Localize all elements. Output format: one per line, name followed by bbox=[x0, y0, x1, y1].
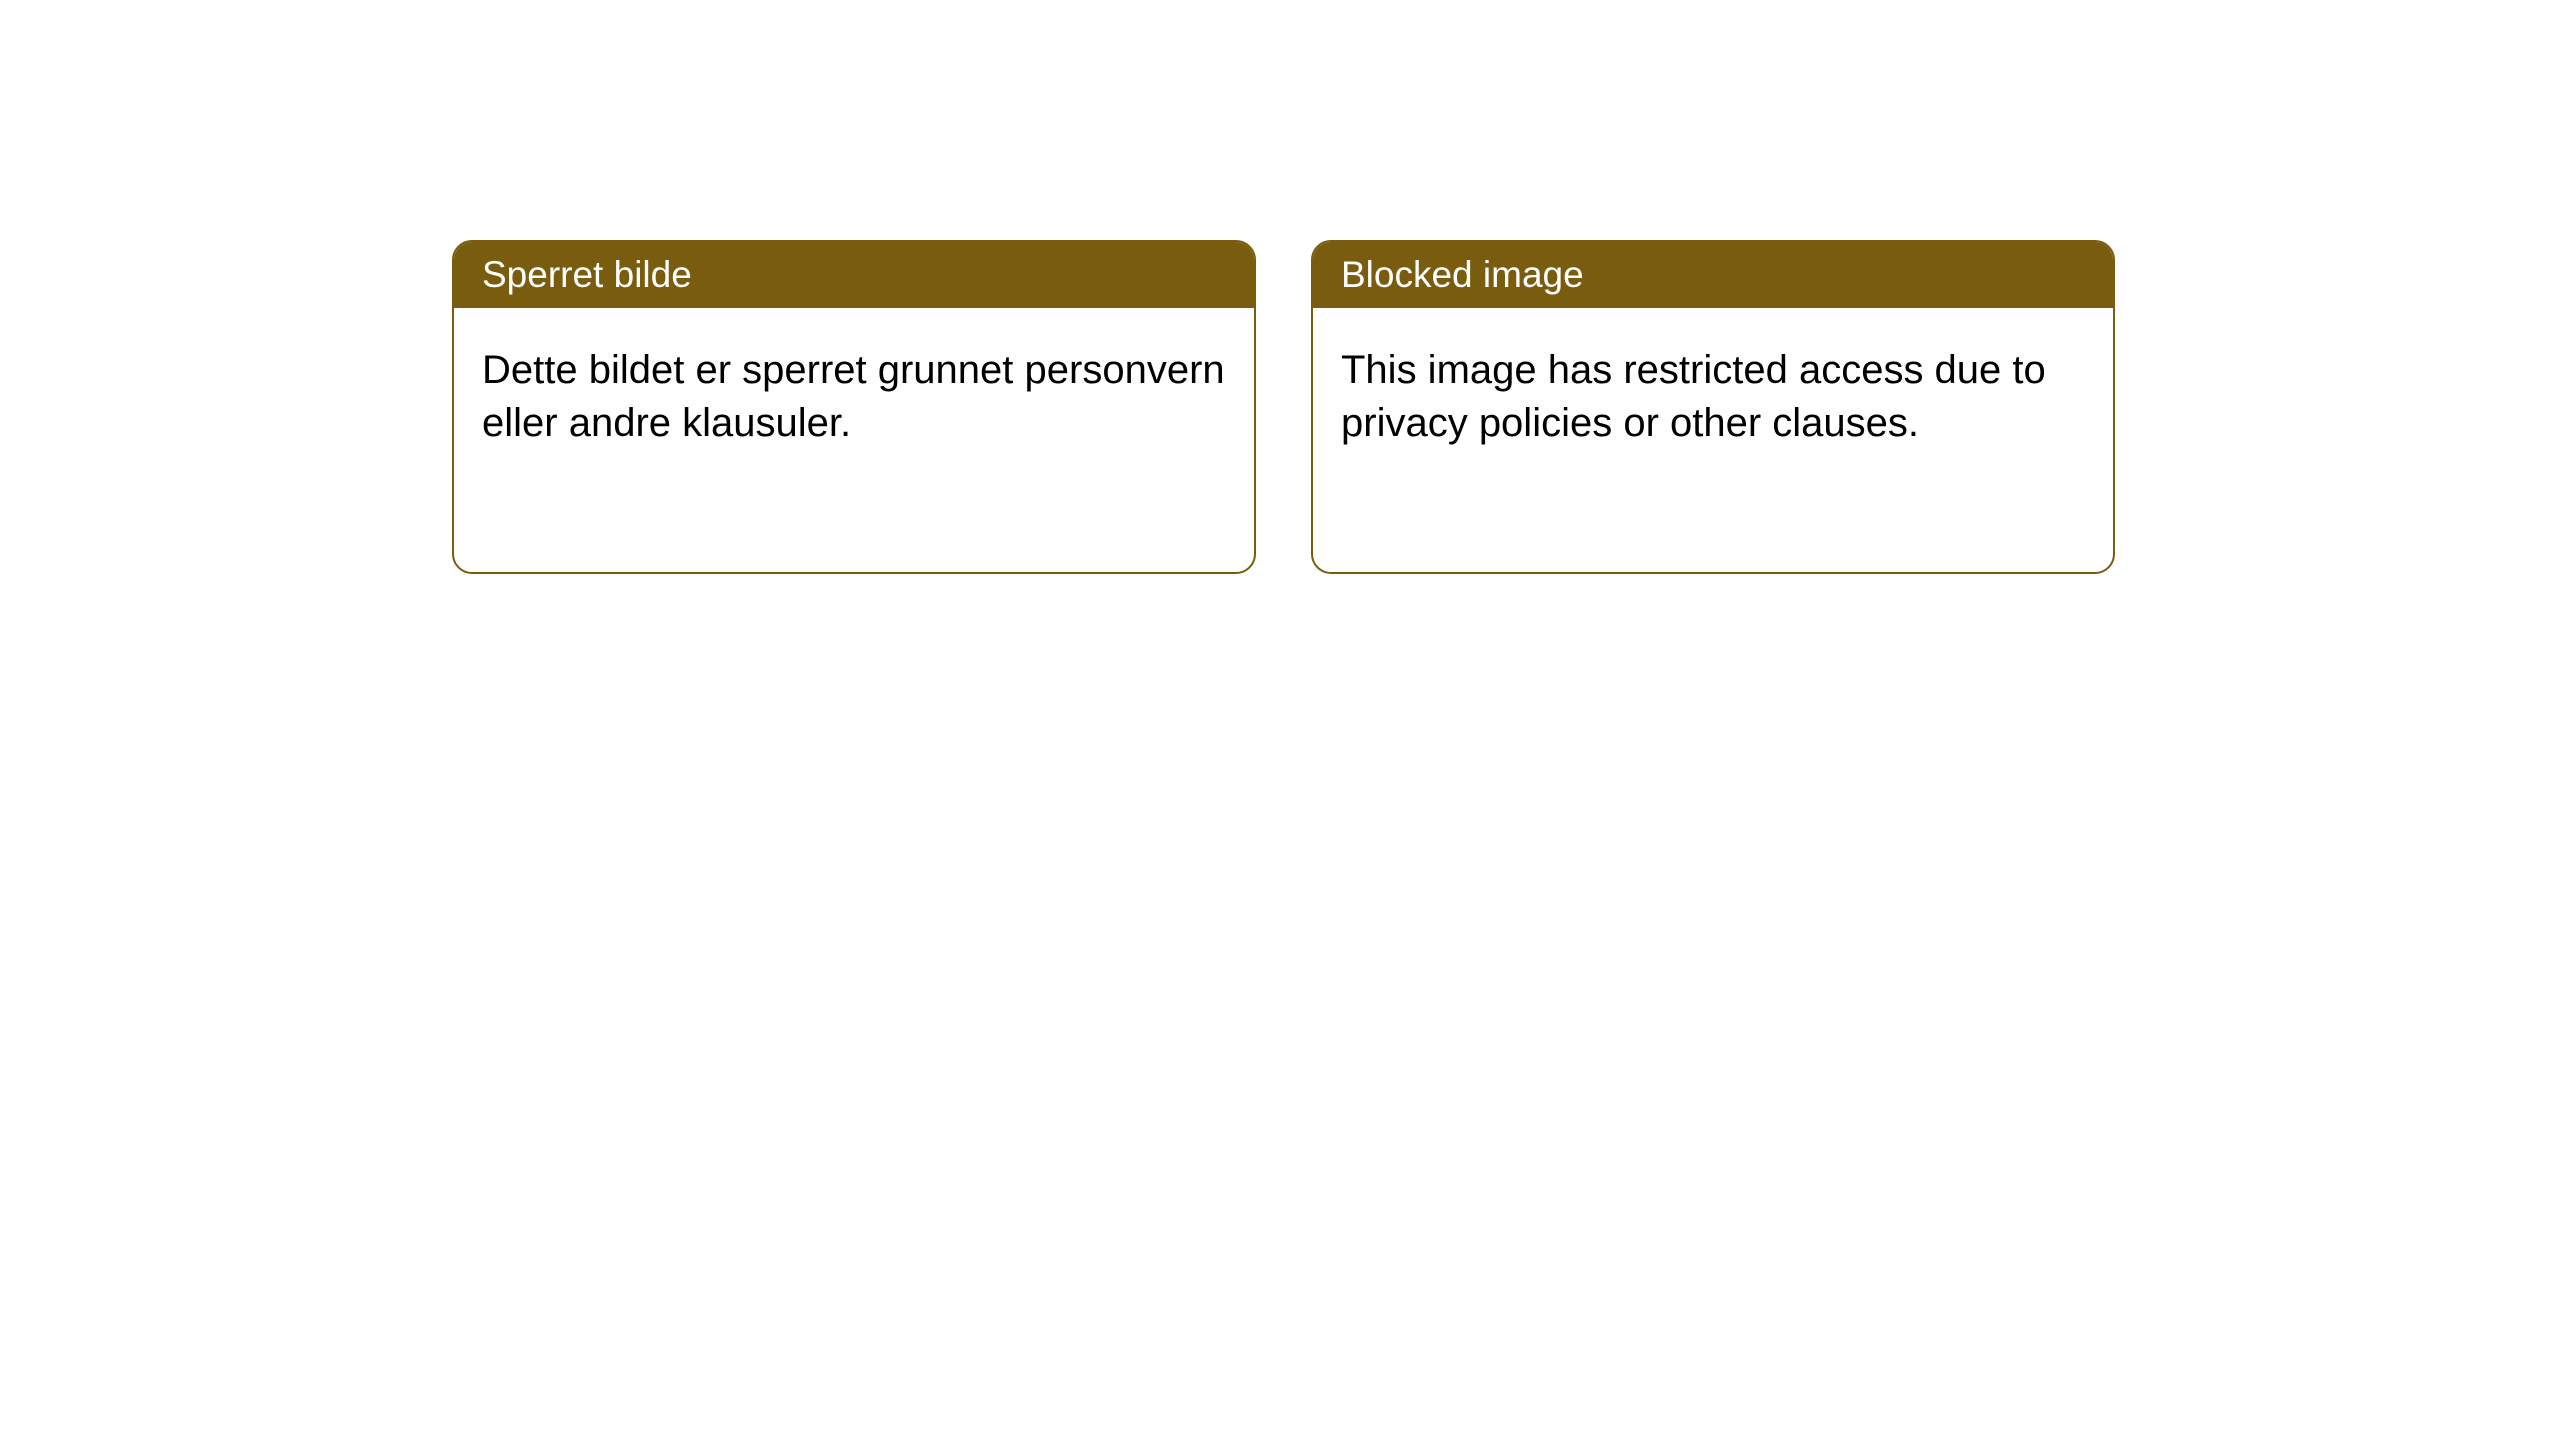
blocked-image-card-norwegian: Sperret bilde Dette bildet er sperret gr… bbox=[452, 240, 1256, 574]
blocked-image-card-english: Blocked image This image has restricted … bbox=[1311, 240, 2115, 574]
card-header: Blocked image bbox=[1313, 242, 2113, 308]
card-body: Dette bildet er sperret grunnet personve… bbox=[454, 308, 1254, 486]
card-header: Sperret bilde bbox=[454, 242, 1254, 308]
card-body-text: This image has restricted access due to … bbox=[1341, 348, 2046, 445]
card-body: This image has restricted access due to … bbox=[1313, 308, 2113, 486]
notice-cards-container: Sperret bilde Dette bildet er sperret gr… bbox=[452, 240, 2115, 574]
card-title: Blocked image bbox=[1341, 254, 1584, 295]
card-title: Sperret bilde bbox=[482, 254, 692, 295]
card-body-text: Dette bildet er sperret grunnet personve… bbox=[482, 348, 1225, 445]
